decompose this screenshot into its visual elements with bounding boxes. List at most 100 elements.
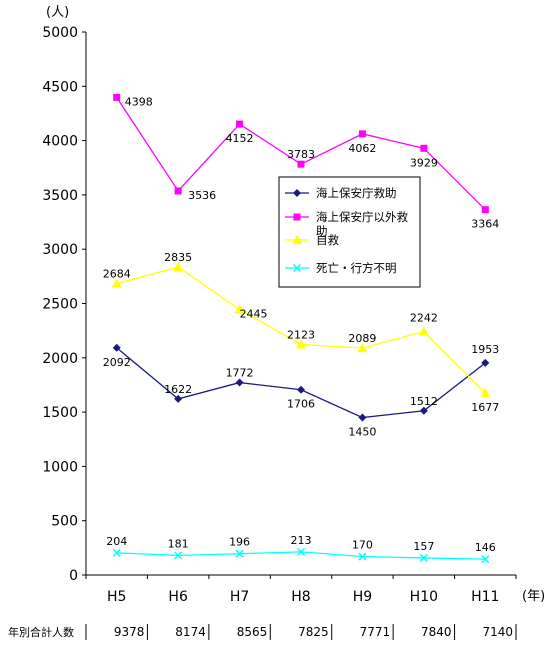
data-point — [419, 553, 428, 562]
data-point — [480, 387, 491, 397]
y-tick-label: 2500 — [42, 297, 78, 313]
data-point — [481, 358, 490, 367]
legend-box — [278, 176, 421, 288]
totals-label: 年別合計人数 — [8, 625, 74, 639]
y-tick-label: 3000 — [42, 242, 78, 258]
y-tick-label: 2000 — [42, 351, 78, 367]
series-4 — [112, 547, 490, 564]
data-point — [293, 213, 301, 221]
data-label: 2089 — [348, 332, 376, 345]
data-point — [358, 413, 367, 422]
legend-label: 死亡・行方不明 — [316, 261, 397, 275]
data-point — [292, 263, 302, 273]
data-label: 213 — [291, 534, 312, 547]
data-point — [174, 394, 183, 403]
data-label: 181 — [168, 537, 189, 550]
x-tick-label: H9 — [353, 589, 372, 605]
y-tick-label: 1500 — [42, 405, 78, 421]
data-label: 1512 — [410, 395, 438, 408]
data-point — [292, 235, 302, 244]
data-point — [173, 262, 184, 272]
totals-value: 7825 — [298, 625, 329, 639]
data-point — [481, 206, 489, 214]
series-line — [116, 551, 486, 560]
series-2 — [113, 93, 489, 214]
series-group — [111, 93, 491, 564]
data-label: 196 — [229, 536, 250, 549]
data-point — [358, 130, 366, 138]
totals-value: 7771 — [360, 625, 391, 639]
y-tick-label: 1000 — [42, 459, 78, 475]
data-labels: 2092 1622 1772 1706 1450 1512 1953 4398 3536 4152… — [103, 95, 500, 554]
data-label: 1772 — [226, 367, 254, 380]
data-point — [297, 385, 305, 394]
data-point — [357, 343, 368, 353]
series-3 — [111, 262, 491, 397]
legend-label: 海上保安庁以外救 — [316, 210, 408, 224]
data-point — [174, 187, 182, 195]
x-axis-unit: (年) — [522, 589, 545, 604]
data-label: 2835 — [164, 251, 192, 264]
y-tick-label: 0 — [69, 568, 78, 584]
data-label: 2092 — [103, 356, 131, 369]
data-label: 3364 — [471, 218, 499, 231]
legend-label: 海上保安庁救助 — [316, 186, 397, 200]
data-label: 3783 — [287, 148, 315, 161]
totals-value: 9378 — [114, 625, 145, 639]
data-label: 146 — [475, 541, 496, 554]
data-label: 2123 — [287, 328, 315, 341]
data-point — [358, 552, 367, 561]
x-tick-label: H7 — [230, 589, 249, 605]
y-tick-label: 4000 — [42, 134, 78, 150]
totals-value: 7140 — [482, 625, 513, 639]
data-label: 4062 — [348, 142, 376, 155]
data-label: 1622 — [164, 383, 192, 396]
data-label: 2242 — [410, 312, 438, 325]
x-tick-label: H6 — [168, 589, 188, 605]
data-label: 2684 — [103, 268, 131, 281]
data-point — [296, 339, 306, 349]
data-label: 4152 — [226, 132, 254, 145]
totals-value: 8565 — [237, 625, 268, 639]
data-point — [297, 160, 305, 168]
data-label: 1953 — [471, 343, 499, 356]
data-point — [235, 378, 244, 387]
data-point — [235, 549, 244, 558]
data-point — [112, 343, 121, 352]
y-tick-label: 5000 — [42, 25, 78, 41]
data-point — [481, 555, 490, 564]
data-point — [234, 304, 245, 314]
data-label: 1677 — [471, 401, 499, 414]
data-label: 2445 — [240, 307, 268, 320]
totals-value: 8174 — [175, 625, 206, 639]
data-label: 204 — [106, 535, 127, 548]
x-axis-ticks: H5 H6 H7 H8 H9 H10 H11 — [85, 575, 517, 605]
data-label: 1450 — [348, 426, 376, 439]
data-point — [236, 120, 244, 128]
legend-label: 助 — [316, 224, 328, 238]
data-label: 4398 — [125, 95, 153, 108]
data-label: 170 — [352, 539, 373, 552]
data-point — [111, 278, 122, 288]
data-point — [296, 547, 306, 556]
data-point — [112, 548, 121, 557]
data-point — [418, 326, 429, 336]
data-label: 3929 — [410, 156, 438, 169]
x-tick-label: H5 — [107, 589, 126, 605]
y-tick-label: 500 — [51, 514, 78, 530]
data-point — [293, 189, 301, 197]
series-1 — [112, 343, 490, 422]
data-point — [419, 406, 428, 415]
data-label: 1706 — [287, 398, 315, 411]
data-point — [113, 93, 121, 101]
x-tick-label: H11 — [471, 589, 499, 605]
x-tick-label: H10 — [410, 589, 438, 605]
data-point — [174, 551, 183, 560]
data-label: 157 — [413, 540, 434, 553]
y-axis-unit: (人) — [46, 5, 69, 20]
totals-row: 年別合計人数 9378 8174 8565 7825 7771 7840 7140 — [8, 624, 517, 640]
legend-label: 自救 — [316, 233, 339, 247]
totals-value: 7840 — [421, 625, 452, 639]
